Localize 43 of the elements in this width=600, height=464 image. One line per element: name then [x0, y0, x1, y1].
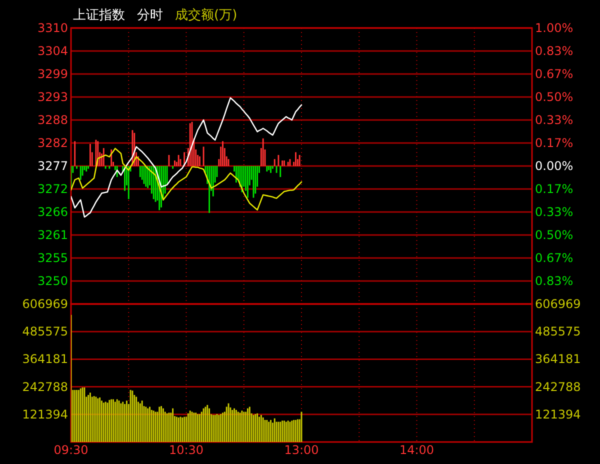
- y-tick-label: 3266: [37, 205, 68, 219]
- y2-tick-label: 0.50%: [535, 228, 574, 242]
- line-series: [71, 97, 302, 218]
- y-tick-label: 606969: [22, 297, 68, 311]
- y-tick-label: 3250: [37, 274, 68, 288]
- y-tick-label: 3288: [37, 113, 68, 127]
- y2-tick-label: 364181: [535, 352, 581, 366]
- y-tick-label: 3261: [37, 228, 68, 242]
- y2-tick-label: 0.17%: [535, 136, 574, 150]
- y2-tick-label: 121394: [535, 407, 581, 422]
- y2-tick-label: 0.50%: [535, 90, 574, 104]
- y2-tick-label: 606969: [535, 297, 581, 311]
- y-tick-label: 3304: [37, 44, 68, 58]
- y2-tick-label: 242788: [535, 380, 581, 394]
- y-tick-label: 3299: [37, 67, 68, 81]
- y-tick-label: 3293: [37, 90, 68, 104]
- y2-tick-label: 0.17%: [535, 182, 574, 196]
- line-series: [71, 148, 302, 211]
- y2-tick-label: 0.67%: [535, 251, 574, 266]
- chart-title: 上证指数: [73, 8, 125, 23]
- y2-tick-label: 0.83%: [535, 274, 574, 288]
- x-tick-label: 13:00: [284, 443, 319, 457]
- x-tick-label: 14:00: [399, 443, 434, 457]
- x-tick-label: 09:30: [54, 443, 88, 457]
- text: 成交额(万): [175, 7, 238, 23]
- y-tick-label: 121394: [22, 407, 68, 422]
- x-tick-label: 10:30: [168, 443, 204, 457]
- y2-tick-label: 0.83%: [535, 44, 574, 58]
- y-tick-label: 3277: [37, 159, 68, 173]
- y-tick-label: 3272: [37, 182, 68, 196]
- chart-subtitle: 分时: [137, 8, 163, 23]
- y-tick-label: 485575: [22, 324, 68, 339]
- y-tick-label: 3310: [37, 21, 68, 35]
- y2-tick-label: 1.00%: [535, 21, 574, 35]
- y2-tick-label: 0.67%: [535, 66, 574, 81]
- y2-tick-label: 0.00%: [535, 159, 574, 173]
- y-tick-label: 3255: [37, 251, 68, 265]
- y-tick-label: 242788: [22, 380, 68, 394]
- y-tick-label: 3282: [37, 136, 68, 150]
- y2-tick-label: 485575: [535, 324, 581, 339]
- y2-tick-label: 0.33%: [535, 204, 574, 219]
- y-tick-label: 364181: [22, 352, 68, 366]
- y2-tick-label: 0.33%: [535, 113, 574, 128]
